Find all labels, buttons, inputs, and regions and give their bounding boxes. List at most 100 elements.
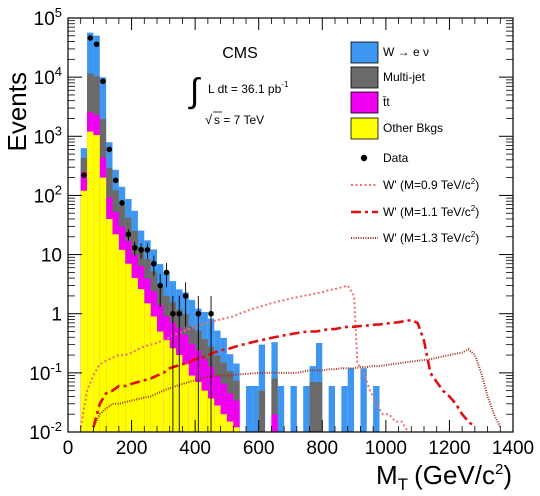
bar-other-bkgs <box>131 278 138 432</box>
legend-label: Data <box>383 151 409 165</box>
bar-w-e <box>341 385 348 432</box>
data-point <box>93 41 100 48</box>
data-point <box>176 310 183 317</box>
x-tick-label: 800 <box>306 438 338 459</box>
x-tick-label: 400 <box>179 438 211 459</box>
legend-label-text: t̄t <box>383 95 391 109</box>
x-tick-label: 1000 <box>365 438 407 459</box>
bar-t-t <box>214 376 221 432</box>
bar-t-t <box>271 414 278 432</box>
annotation-lumi-sup: -1 <box>281 80 289 89</box>
y-tick-label: 10-1 <box>29 360 62 385</box>
legend-label-sup: 2 <box>471 177 476 186</box>
legend-label-text: W' (M=1.3 TeV/c <box>383 231 471 245</box>
y-tick-label: 104 <box>34 64 62 89</box>
bar-other-bkgs <box>106 218 113 432</box>
bar-other-bkgs <box>144 303 151 432</box>
bar-w-e <box>258 344 266 432</box>
legend-label-text: Data <box>383 151 409 165</box>
x-tick-label: 0 <box>63 438 74 459</box>
legend-label: W' (M=1.1 TeV/c2) <box>383 204 479 219</box>
legend-label-sup: 2 <box>471 230 476 239</box>
y-tick-label-base: 10 <box>34 186 55 207</box>
y-tick-label: 10-2 <box>29 419 62 444</box>
legend-label-end: ) <box>475 231 479 245</box>
x-axis-title-units: (GeV/c <box>414 460 495 490</box>
x-tick-label: 600 <box>243 438 275 459</box>
x-tick-label: 1400 <box>492 438 534 459</box>
bar-other-bkgs <box>118 249 126 432</box>
y-tick-label-base: 10 <box>34 127 55 148</box>
data-point <box>87 35 94 41</box>
data-point <box>151 260 157 267</box>
bar-multi-jet <box>315 382 323 432</box>
y-tick-label-base: 10 <box>29 423 50 444</box>
bar-multi-jet <box>258 390 266 432</box>
bar-other-bkgs <box>112 234 119 432</box>
data-point <box>144 247 151 253</box>
legend-label-text: W' (M=1.1 TeV/c <box>383 205 471 219</box>
data-point <box>119 200 125 206</box>
annotation-experiment: CMS <box>222 45 258 62</box>
y-tick-label-base: 10 <box>34 68 55 89</box>
x-axis-title-main: M <box>376 460 398 490</box>
bar-w-e <box>347 368 355 432</box>
legend-swatch <box>350 117 379 140</box>
bar-w-e <box>277 385 285 432</box>
bar-w-e <box>373 385 380 432</box>
annotation-lumi: L dt = 36.1 pb-1 <box>208 80 289 96</box>
bar-multi-jet <box>309 382 316 432</box>
y-tick-label-exp: 5 <box>55 5 62 20</box>
bar-other-bkgs <box>188 375 196 432</box>
x-axis-title-units-end: ) <box>503 460 512 490</box>
data-point <box>81 172 87 178</box>
x-tick-label: 200 <box>116 438 148 459</box>
y-tick-label-exp: 2 <box>55 182 62 197</box>
y-tick-label: 105 <box>34 5 62 30</box>
y-tick-label-base: 10 <box>41 246 62 267</box>
data-point <box>208 310 214 317</box>
x-tick-label: 1200 <box>428 438 470 459</box>
legend-label-end: ) <box>475 178 479 192</box>
y-tick-label: 103 <box>34 123 62 148</box>
legend-label: Other Bkgs <box>383 121 443 135</box>
legend-label: Multi-jet <box>383 70 426 84</box>
bar-other-bkgs <box>182 364 189 432</box>
bar-multi-jet <box>271 378 278 432</box>
bar-w-e <box>290 385 297 432</box>
legend-label-text: Other Bkgs <box>383 121 443 135</box>
legend-marker <box>360 154 368 162</box>
legend-label-text: W' (M=0.9 TeV/c <box>383 178 471 192</box>
bar-other-bkgs <box>163 339 170 432</box>
y-tick-label-exp: -1 <box>50 360 62 375</box>
data-point <box>106 146 113 153</box>
legend-label: W' (M=0.9 TeV/c2) <box>383 177 479 192</box>
legend: W → e ν Multi-jet t̄t Other Bkgs Data W' (M=0… <box>350 41 479 245</box>
signal-curve-2 <box>92 318 476 429</box>
data-point <box>157 282 163 289</box>
legend-label-end: ) <box>475 205 479 219</box>
bar-t-t <box>220 383 227 432</box>
bar-other-bkgs <box>220 414 227 432</box>
legend-swatch <box>350 91 379 114</box>
bar-other-bkgs <box>125 263 132 432</box>
legend-swatch <box>350 41 379 64</box>
legend-label: W' (M=1.3 TeV/c2) <box>383 230 479 245</box>
bar-w-e <box>360 368 367 432</box>
data-point <box>170 310 176 317</box>
data-point <box>125 231 132 238</box>
bar-other-bkgs <box>150 316 157 432</box>
bar-other-bkgs <box>93 135 100 432</box>
legend-label-text: Multi-jet <box>383 70 426 84</box>
bar-other-bkgs <box>233 427 240 432</box>
x-axis-title-units-sup: 2 <box>495 461 503 478</box>
signal-curve-3 <box>92 348 502 428</box>
annotation-energy: s = 7 TeV <box>214 113 264 127</box>
signal-curves <box>79 284 502 433</box>
bar-w-e <box>252 385 259 432</box>
bar-other-bkgs <box>226 421 234 432</box>
bar-other-bkgs <box>157 331 164 432</box>
y-tick-label: 10 <box>41 246 62 267</box>
y-tick-label-base: 1 <box>51 305 62 326</box>
